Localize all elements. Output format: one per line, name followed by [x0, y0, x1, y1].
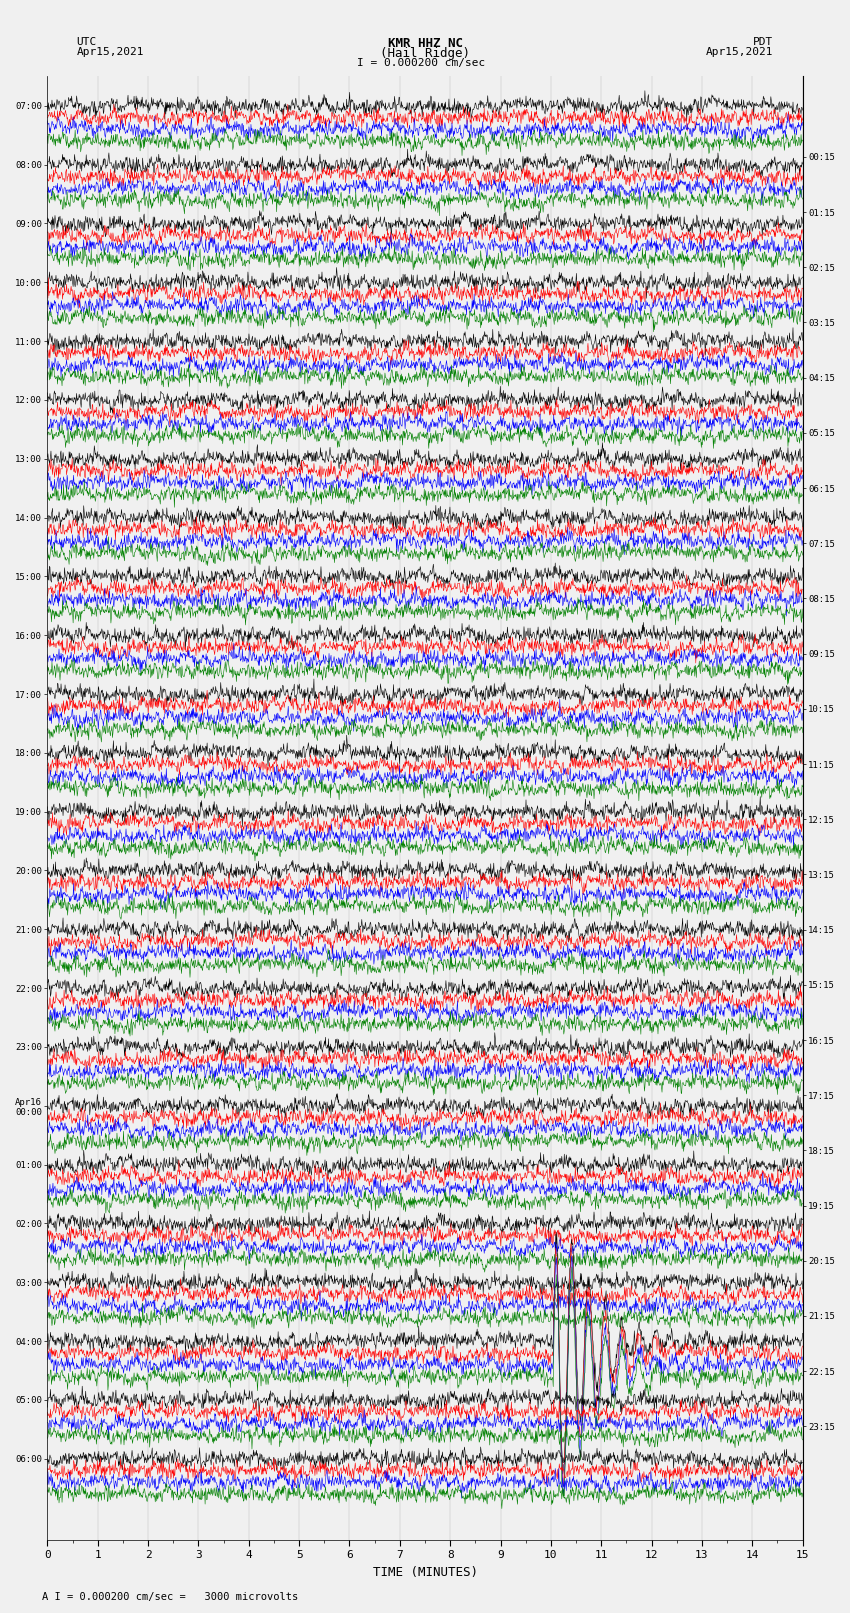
Text: KMR HHZ NC: KMR HHZ NC [388, 37, 462, 50]
X-axis label: TIME (MINUTES): TIME (MINUTES) [372, 1566, 478, 1579]
Text: UTC: UTC [76, 37, 97, 47]
Text: PDT: PDT [753, 37, 774, 47]
Text: (Hail Ridge): (Hail Ridge) [380, 47, 470, 60]
Text: Apr15,2021: Apr15,2021 [706, 47, 774, 56]
Text: A I = 0.000200 cm/sec =   3000 microvolts: A I = 0.000200 cm/sec = 3000 microvolts [42, 1592, 298, 1602]
Text: Apr15,2021: Apr15,2021 [76, 47, 144, 56]
Text: I = 0.000200 cm/sec: I = 0.000200 cm/sec [357, 58, 485, 68]
